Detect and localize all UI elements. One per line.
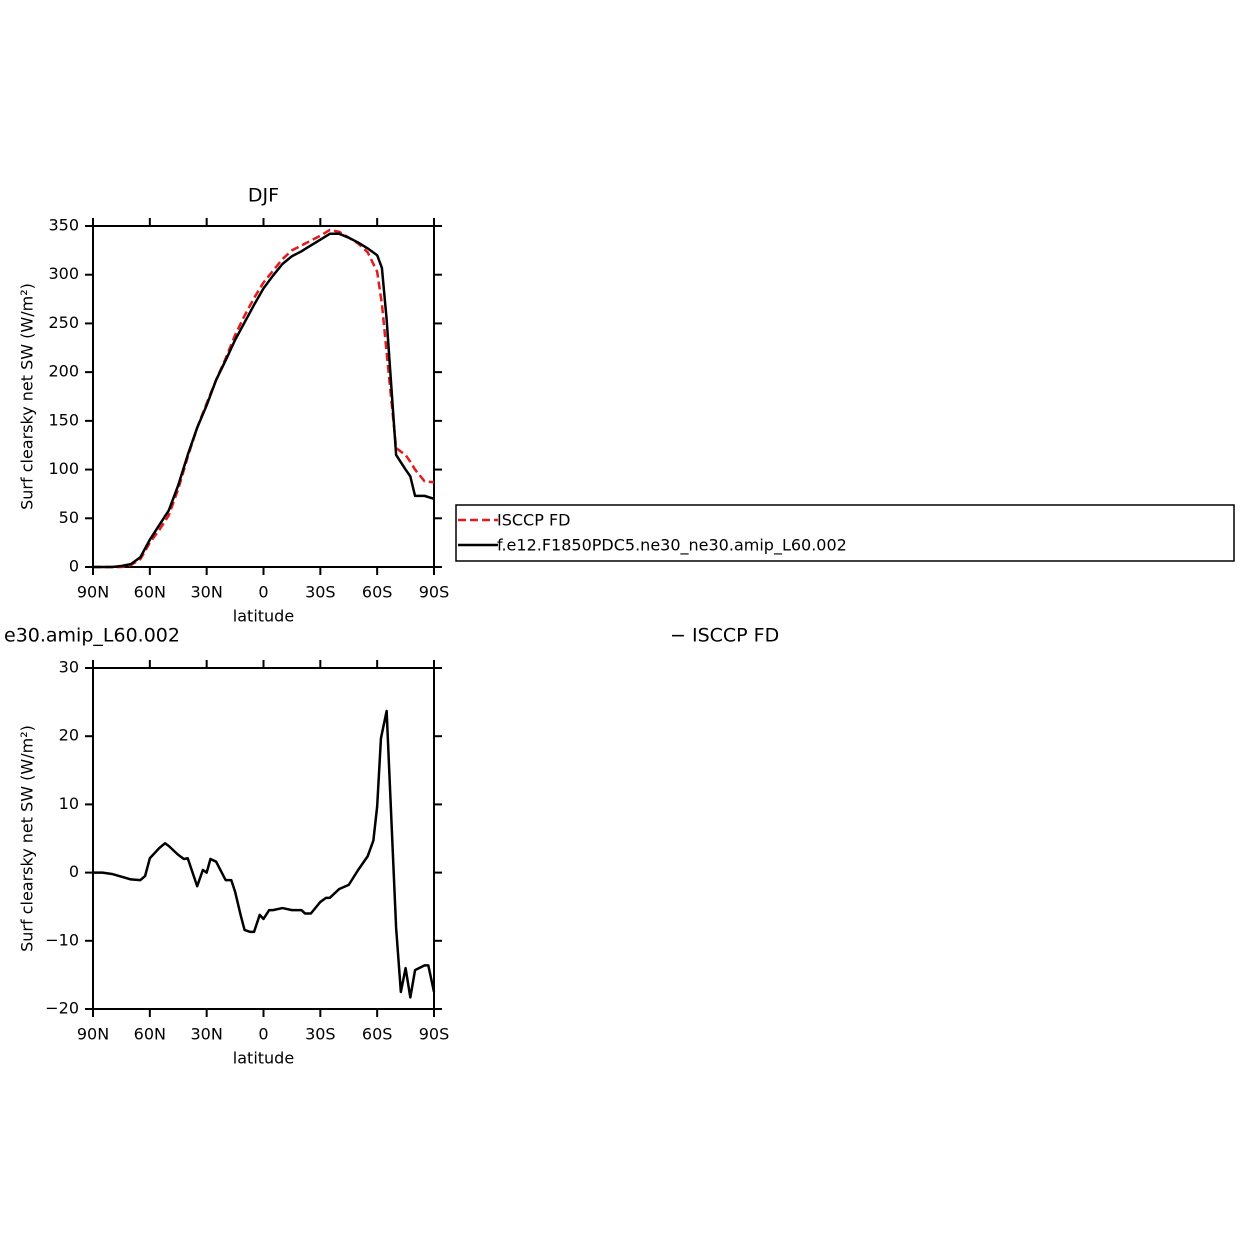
y-axis-label: Surf clearsky net SW (W/m²) [18, 725, 37, 952]
y-tick-label: 300 [48, 264, 79, 283]
y-tick-label: 200 [48, 362, 79, 381]
x-tick-label: 30N [191, 1025, 223, 1044]
y-tick-label: −10 [45, 930, 79, 949]
x-tick-label: 60N [134, 1025, 166, 1044]
y-tick-label: 50 [59, 508, 79, 527]
x-tick-label: 60S [362, 1025, 393, 1044]
y-axis-label: Surf clearsky net SW (W/m²) [18, 283, 37, 510]
y-tick-label: 20 [59, 726, 79, 745]
x-axis-label: latitude [233, 607, 294, 626]
chart-title-left: e30.amip_L60.002 [4, 625, 180, 647]
y-tick-label: 0 [69, 862, 79, 881]
legend-label: ISCCP FD [497, 511, 570, 530]
x-tick-label: 90N [77, 583, 109, 602]
y-tick-label: 30 [59, 658, 79, 677]
x-tick-label: 30S [305, 583, 336, 602]
legend-box [455, 504, 1235, 562]
x-tick-label: 0 [258, 583, 268, 602]
y-tick-label: 0 [69, 557, 79, 576]
x-tick-label: 60S [362, 583, 393, 602]
y-tick-label: 150 [48, 410, 79, 429]
y-tick-label: −20 [45, 999, 79, 1018]
y-tick-label: 250 [48, 313, 79, 332]
plot-frame [92, 667, 435, 1010]
x-tick-label: 90S [419, 1025, 450, 1044]
x-tick-label: 90S [419, 583, 450, 602]
series-line [93, 228, 435, 569]
x-tick-label: 90N [77, 1025, 109, 1044]
x-tick-label: 30N [191, 583, 223, 602]
y-tick-label: 350 [48, 216, 79, 235]
x-tick-label: 60N [134, 583, 166, 602]
x-tick-label: 0 [258, 1025, 268, 1044]
data-line [93, 709, 436, 999]
series-line [93, 232, 435, 569]
y-tick-label: 10 [59, 794, 79, 813]
x-axis-label: latitude [233, 1049, 294, 1068]
chart-title-right: − ISCCP FD [670, 625, 779, 647]
legend-label: f.e12.F1850PDC5.ne30_ne30.amip_L60.002 [497, 536, 847, 556]
chart-title: DJF [248, 185, 279, 207]
plot-frame [92, 225, 435, 568]
y-tick-label: 100 [48, 459, 79, 478]
x-tick-label: 30S [305, 1025, 336, 1044]
